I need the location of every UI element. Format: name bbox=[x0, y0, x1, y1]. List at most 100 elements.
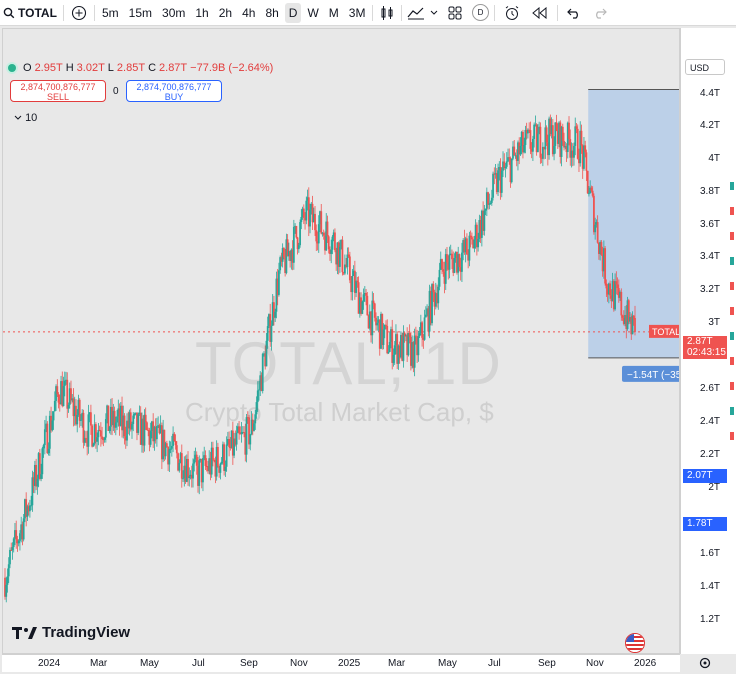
range-measure-label[interactable]: −1.54T (−35. bbox=[622, 365, 680, 382]
timeframe-8h[interactable]: 8h bbox=[265, 5, 279, 20]
candle-body bbox=[334, 232, 336, 251]
timeframe-d[interactable]: D bbox=[284, 2, 302, 23]
indicators-button[interactable] bbox=[405, 0, 427, 26]
chart-pane[interactable]: TOTAL −1.54T (−35. TOTAL, 1D Crypto Total… bbox=[2, 28, 680, 654]
price-tick: 3.6T bbox=[699, 219, 720, 230]
candle-body bbox=[280, 257, 283, 262]
candle-body bbox=[376, 322, 379, 326]
event-marker[interactable] bbox=[730, 307, 734, 315]
event-marker[interactable] bbox=[730, 407, 734, 415]
candle-body bbox=[192, 463, 194, 479]
timeframe-3m[interactable]: 3M bbox=[348, 5, 366, 20]
candle-body bbox=[296, 237, 299, 250]
event-marker[interactable] bbox=[730, 207, 734, 215]
candle-body bbox=[438, 269, 441, 287]
change-value: −77.9B (−2.64%) bbox=[190, 62, 274, 74]
candle-body bbox=[518, 142, 521, 155]
candle-body bbox=[339, 246, 341, 267]
price-axis[interactable]: 4.4T 4.2T 4T 3.8T 3.6T 3.4T 3.2T 3T 2.6T 2.4T 2.2T… bbox=[680, 28, 728, 654]
candle-body bbox=[289, 251, 292, 261]
event-marker[interactable] bbox=[730, 232, 734, 240]
candle-body bbox=[16, 539, 19, 544]
candle-body bbox=[398, 345, 401, 358]
replay-button[interactable] bbox=[526, 0, 554, 26]
candle-body bbox=[331, 236, 334, 250]
candle-body bbox=[392, 354, 395, 363]
event-marker[interactable] bbox=[730, 282, 734, 290]
redo-button[interactable] bbox=[587, 0, 613, 26]
timeframe-15m[interactable]: 15m bbox=[128, 5, 153, 20]
interval-badge-button[interactable]: D bbox=[469, 0, 491, 26]
candle-body bbox=[197, 465, 199, 486]
candle-body bbox=[210, 447, 213, 475]
flag-icon[interactable] bbox=[625, 633, 645, 653]
candle-body bbox=[134, 412, 137, 414]
price-tick: 2.6T bbox=[699, 383, 720, 394]
candle-body bbox=[448, 254, 451, 270]
alert-button[interactable] bbox=[498, 0, 526, 26]
candle-body bbox=[525, 129, 528, 134]
chart-type-button[interactable] bbox=[376, 0, 398, 26]
candle-body bbox=[167, 447, 170, 465]
candle-body bbox=[169, 448, 172, 450]
candle-body bbox=[575, 126, 578, 129]
candle-body bbox=[102, 439, 105, 441]
event-marker[interactable] bbox=[730, 182, 734, 190]
candle-body bbox=[535, 124, 538, 153]
event-marker[interactable] bbox=[730, 332, 734, 340]
tradingview-logo[interactable]: TradingView bbox=[12, 624, 130, 641]
candle-body bbox=[50, 415, 52, 431]
layouts-button[interactable] bbox=[441, 0, 469, 26]
timeframe-5m[interactable]: 5m bbox=[102, 5, 119, 20]
candle-body bbox=[580, 130, 583, 146]
candle-body bbox=[15, 530, 18, 540]
candle-body bbox=[407, 333, 410, 356]
candle-body bbox=[175, 445, 178, 454]
undo-button[interactable] bbox=[561, 0, 587, 26]
symbol-search[interactable]: TOTAL bbox=[0, 0, 60, 26]
candle-body bbox=[345, 264, 348, 268]
compare-add-button[interactable] bbox=[67, 0, 91, 26]
timeframe-30m[interactable]: 30m bbox=[162, 5, 186, 20]
indicators-dropdown[interactable] bbox=[427, 0, 441, 26]
candle-body bbox=[527, 129, 529, 134]
candle-body bbox=[189, 474, 192, 477]
time-axis[interactable]: 2024 Mar May Jul Sep Nov 2025 Mar May Jul Sep Nov 20… bbox=[2, 654, 680, 672]
price-chart[interactable]: TOTAL −1.54T (−35. bbox=[3, 29, 680, 654]
candle-body bbox=[307, 197, 310, 227]
candle-body bbox=[128, 412, 131, 429]
indicators-toggle[interactable]: 10 bbox=[14, 112, 37, 124]
candle-body bbox=[360, 297, 362, 314]
candle-body bbox=[275, 278, 278, 312]
candle-body bbox=[173, 433, 176, 442]
event-marker[interactable] bbox=[730, 357, 734, 365]
currency-select[interactable]: USD bbox=[685, 59, 725, 75]
candle-body bbox=[299, 222, 301, 246]
timeframe-1h[interactable]: 1h bbox=[195, 5, 209, 20]
candle-body bbox=[260, 375, 263, 391]
axis-settings-button[interactable] bbox=[698, 656, 712, 673]
timeframe-m[interactable]: M bbox=[328, 5, 339, 20]
candle-body bbox=[195, 454, 198, 466]
candle-body bbox=[517, 142, 519, 161]
price-tick: 3T bbox=[708, 317, 720, 328]
timeframe-4h[interactable]: 4h bbox=[242, 5, 256, 20]
candle-body bbox=[493, 173, 496, 175]
event-marker[interactable] bbox=[730, 382, 734, 390]
buy-button[interactable]: 2,874,700,876,777 BUY bbox=[126, 80, 222, 102]
event-marker[interactable] bbox=[730, 432, 734, 440]
candle-body bbox=[469, 235, 472, 238]
candle-body bbox=[467, 254, 470, 261]
sell-button[interactable]: 2,874,700,876,777 SELL bbox=[10, 80, 106, 102]
candle-body bbox=[264, 353, 267, 367]
candle-body bbox=[19, 533, 21, 541]
candle-body bbox=[432, 284, 435, 293]
candle-body bbox=[549, 118, 552, 135]
candle-body bbox=[160, 425, 163, 460]
timeframe-w[interactable]: W bbox=[307, 5, 319, 20]
candle-body bbox=[372, 300, 375, 304]
candle-body bbox=[76, 414, 79, 425]
candle-body bbox=[297, 245, 300, 250]
timeframe-2h[interactable]: 2h bbox=[218, 5, 233, 20]
event-marker[interactable] bbox=[730, 257, 734, 265]
